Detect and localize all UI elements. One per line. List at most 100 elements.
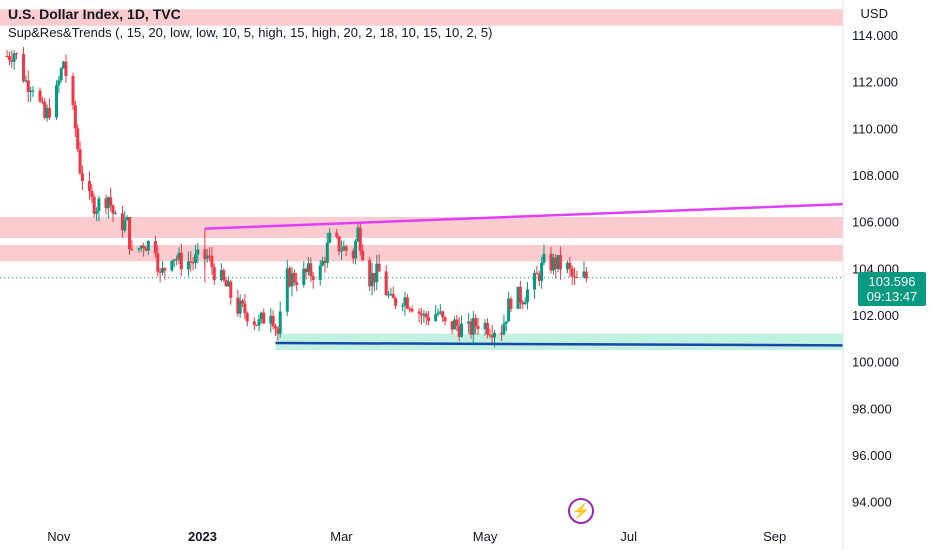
candle-body bbox=[391, 293, 395, 299]
candle-body bbox=[344, 246, 348, 251]
candle-body bbox=[5, 56, 9, 57]
candle-body bbox=[92, 197, 96, 214]
candle-body bbox=[361, 250, 365, 261]
time-axis: Nov 2023 Mar May Jul Sep bbox=[47, 529, 786, 544]
candle-body bbox=[441, 311, 445, 318]
candle-body bbox=[518, 286, 522, 303]
candle-body bbox=[7, 56, 11, 60]
candle-body bbox=[584, 271, 588, 279]
candle-body bbox=[452, 319, 456, 330]
candle-body bbox=[523, 302, 527, 305]
lightning-icon[interactable]: ⚡ bbox=[568, 498, 594, 524]
support-zone bbox=[275, 333, 843, 350]
candle-body bbox=[469, 321, 473, 335]
candle-body bbox=[387, 294, 391, 296]
candle-body bbox=[26, 80, 30, 92]
candle-body bbox=[405, 297, 409, 309]
candle-body bbox=[38, 90, 42, 102]
y-tick-label: 114.000 bbox=[852, 28, 898, 43]
candle-body bbox=[137, 248, 141, 250]
candle-body bbox=[257, 319, 261, 326]
y-tick-label: 98.000 bbox=[852, 401, 892, 416]
candle-body bbox=[226, 281, 230, 287]
y-tick-label: 100.000 bbox=[852, 355, 899, 370]
candle-body bbox=[551, 257, 555, 271]
candle-body bbox=[97, 198, 101, 212]
candle-body bbox=[474, 318, 478, 327]
candle-body bbox=[384, 271, 388, 296]
candle-body bbox=[14, 53, 18, 55]
candle-body bbox=[306, 263, 310, 273]
candle-body bbox=[236, 297, 240, 314]
candle-body bbox=[403, 297, 407, 306]
bar-countdown: 09:13:47 bbox=[866, 289, 918, 304]
candle-body bbox=[208, 255, 212, 257]
candle-body bbox=[210, 256, 214, 268]
candle-body bbox=[24, 80, 28, 82]
candle-body bbox=[64, 61, 68, 77]
candle-body bbox=[502, 323, 506, 335]
trendline-bottom bbox=[275, 341, 844, 347]
resistance-zone bbox=[0, 245, 843, 262]
candle-body bbox=[271, 315, 275, 327]
candle-body bbox=[71, 76, 75, 106]
candles bbox=[5, 47, 588, 348]
candle-body bbox=[302, 268, 306, 285]
candle-body bbox=[57, 80, 61, 86]
candle-body bbox=[434, 314, 438, 321]
candle-body bbox=[389, 293, 393, 295]
candle-body bbox=[128, 217, 132, 250]
candle-body bbox=[205, 255, 209, 259]
candle-body bbox=[535, 272, 539, 275]
candle-body bbox=[311, 275, 315, 280]
y-tick-label: 96.000 bbox=[852, 448, 892, 463]
candle-body bbox=[278, 311, 282, 334]
candle-body bbox=[22, 54, 26, 82]
candle-body bbox=[323, 260, 327, 264]
candle-body bbox=[189, 261, 193, 263]
candle-body bbox=[76, 128, 80, 150]
candle-body bbox=[368, 260, 372, 287]
candle-body bbox=[372, 272, 376, 283]
sr-zones bbox=[0, 9, 843, 350]
chart-title: U.S. Dollar Index, 1D, TVC bbox=[8, 6, 181, 22]
candle-body bbox=[45, 108, 49, 119]
y-tick-label: 108.000 bbox=[852, 168, 899, 183]
candle-body bbox=[224, 280, 228, 287]
candle-body bbox=[537, 274, 541, 281]
candle-body bbox=[424, 313, 428, 318]
candle-body bbox=[259, 312, 263, 320]
candle-body bbox=[292, 272, 296, 283]
candle-body bbox=[219, 270, 223, 281]
candle-body bbox=[269, 315, 273, 324]
candle-body bbox=[243, 303, 247, 314]
candle-body bbox=[422, 313, 426, 316]
candle-body bbox=[73, 105, 77, 129]
candle-body bbox=[295, 282, 299, 285]
candle-body bbox=[582, 271, 586, 278]
candle-body bbox=[158, 271, 162, 273]
y-tick-label: 112.000 bbox=[852, 75, 898, 90]
candle-body bbox=[570, 268, 574, 277]
x-tick-label: Mar bbox=[330, 529, 353, 544]
candle-body bbox=[95, 211, 99, 214]
candle-body bbox=[290, 272, 294, 287]
candle-body bbox=[78, 149, 82, 174]
candle-body bbox=[252, 321, 256, 325]
candle-body bbox=[109, 197, 113, 206]
indicator-legend[interactable]: Sup&Res&Trends (, 15, 20, low, low, 10, … bbox=[8, 25, 493, 40]
candle-body bbox=[568, 262, 572, 269]
candle-body bbox=[222, 270, 226, 281]
trendlines bbox=[204, 202, 844, 347]
candle-body bbox=[351, 250, 355, 259]
candle-body bbox=[179, 252, 183, 270]
candle-body bbox=[573, 276, 577, 278]
candle-body bbox=[285, 268, 289, 312]
candle-body bbox=[125, 217, 129, 221]
candle-body bbox=[525, 289, 529, 303]
candle-body bbox=[377, 263, 381, 272]
candle-body bbox=[29, 91, 33, 93]
candle-body bbox=[196, 249, 200, 255]
x-tick-label: Nov bbox=[47, 529, 71, 544]
